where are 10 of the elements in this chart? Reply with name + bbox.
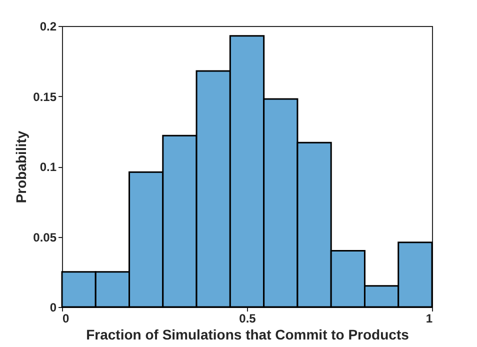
x-tick-label: 1 — [426, 312, 433, 326]
x-tick-label: 0 — [62, 312, 70, 326]
y-tick-label: 0.15 — [33, 90, 57, 104]
x-tick-label: 0.5 — [239, 312, 256, 326]
y-axis-title: Probability — [13, 130, 30, 204]
x-axis-title: Fraction of Simulations that Commit to Products — [86, 326, 410, 342]
y-tick-label: 0.2 — [40, 20, 57, 34]
y-tick-label: 0.1 — [40, 160, 57, 174]
y-tick-label: 0 — [50, 300, 57, 314]
y-tick-label: 0.05 — [33, 230, 57, 244]
